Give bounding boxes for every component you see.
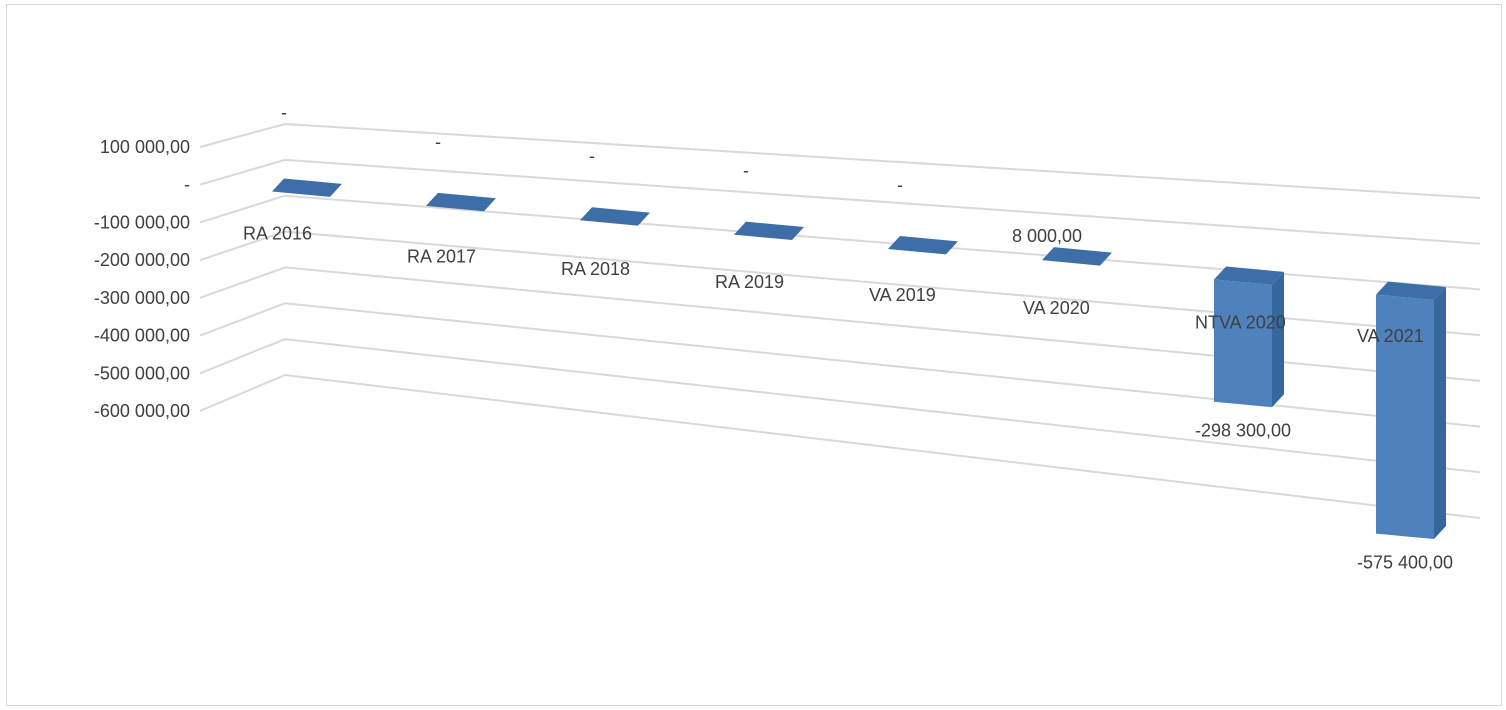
bar — [272, 178, 342, 197]
bars — [272, 178, 1446, 540]
category-label: RA 2017 — [407, 246, 476, 266]
bar-top-face — [1376, 281, 1446, 301]
bar — [888, 236, 958, 255]
x-axis-category-labels: RA 2016 RA 2017 RA 2018 RA 2019 VA 2019 VA 20… — [243, 223, 1424, 346]
bar — [1042, 247, 1112, 266]
bar-top-face — [1042, 247, 1112, 266]
y-tick-label: -500 000,00 — [94, 363, 190, 383]
gridline — [199, 373, 1481, 519]
gridline — [199, 338, 1481, 474]
y-tick-label: -300 000,00 — [94, 288, 190, 308]
bar-front-face — [1376, 294, 1434, 540]
data-label: 8 000,00 — [1012, 226, 1082, 246]
bar — [426, 192, 496, 212]
bar-top-face — [580, 207, 650, 226]
data-label: - — [435, 132, 441, 152]
gridline — [199, 122, 1481, 199]
gridline — [199, 302, 1481, 428]
y-axis-tick-labels: 100 000,00 - -100 000,00 -200 000,00 -300 00… — [94, 137, 190, 421]
data-label: - — [897, 175, 903, 195]
gridline — [199, 158, 1481, 245]
bar-top-face — [734, 221, 804, 241]
category-label: VA 2021 — [1357, 326, 1424, 346]
bar — [1214, 266, 1284, 408]
bar-side-face — [1272, 271, 1284, 408]
bar-top-face — [426, 192, 496, 212]
bar — [1376, 281, 1446, 540]
bar-top-face — [1214, 266, 1284, 285]
y-tick-label: - — [184, 175, 190, 195]
category-label: VA 2019 — [869, 285, 936, 305]
data-label: - — [589, 146, 595, 166]
bar — [580, 207, 650, 226]
data-label: - — [743, 161, 749, 181]
gridline — [199, 230, 1481, 337]
bar-top-face — [888, 236, 958, 255]
bar-front-face — [1214, 279, 1272, 408]
y-tick-label: -100 000,00 — [94, 212, 190, 232]
gridline — [199, 266, 1481, 382]
data-label: - — [281, 102, 287, 122]
category-label: RA 2018 — [561, 259, 630, 279]
data-label: -575 400,00 — [1357, 552, 1453, 572]
bar-top-face — [272, 178, 342, 197]
y-tick-label: -600 000,00 — [94, 401, 190, 421]
bar — [734, 221, 804, 241]
category-label: RA 2019 — [715, 272, 784, 292]
category-label: NTVA 2020 — [1195, 312, 1286, 332]
data-label: -298 300,00 — [1195, 421, 1291, 441]
bar-side-face — [1434, 287, 1446, 540]
gridlines — [199, 122, 1481, 519]
y-tick-label: 100 000,00 — [100, 137, 190, 157]
y-tick-label: -400 000,00 — [94, 326, 190, 346]
y-tick-label: -200 000,00 — [94, 250, 190, 270]
gridline — [199, 194, 1481, 291]
category-label: VA 2020 — [1023, 298, 1090, 318]
category-label: RA 2016 — [243, 223, 312, 243]
data-labels: - - - - - 8 000,00 -298 300,00 -575 400,00 — [281, 102, 1453, 572]
